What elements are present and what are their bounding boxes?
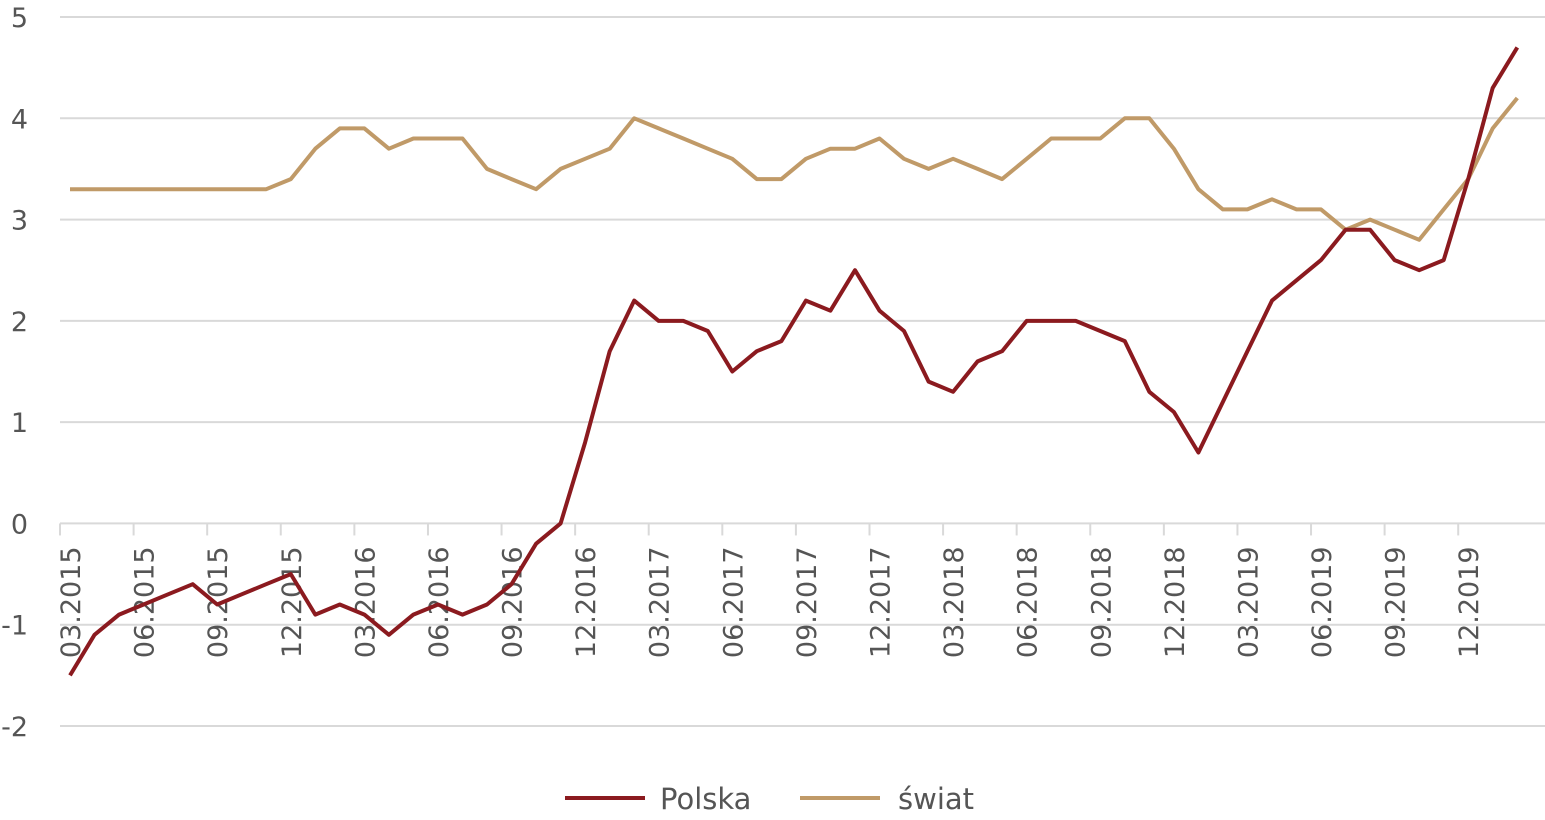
- x-tick-label: 03.2019: [1233, 546, 1264, 658]
- x-tick-label: 06.2019: [1307, 546, 1338, 658]
- x-tick-label: 09.2019: [1381, 546, 1412, 658]
- x-tick-label: 03.2017: [645, 546, 676, 658]
- x-tick-label: 12.2015: [277, 546, 308, 658]
- legend-label-polska: Polska: [660, 782, 751, 816]
- y-tick-label: 0: [11, 509, 28, 540]
- gridlines: [60, 16, 1545, 727]
- x-tick-label: 12.2017: [865, 546, 896, 658]
- x-tick-label: 03.2018: [939, 546, 970, 658]
- x-tick-label: 06.2016: [424, 546, 455, 658]
- y-tick-label: 4: [11, 104, 28, 135]
- x-tick-label: 06.2018: [1013, 546, 1044, 658]
- y-tick-label: 5: [11, 3, 28, 34]
- y-tick-label: 2: [11, 307, 28, 338]
- x-axis-ticks: 03.2015 06.2015 09.2015 12.2015 03.2016 06.20…: [56, 523, 1485, 658]
- y-tick-label: -1: [1, 611, 28, 642]
- y-tick-label: 1: [11, 408, 28, 439]
- x-tick-label: 09.2018: [1086, 546, 1117, 658]
- legend: Polska świat: [565, 782, 974, 816]
- y-tick-label: 3: [11, 206, 28, 237]
- x-tick-label: 12.2019: [1454, 546, 1485, 658]
- x-tick-label: 12.2018: [1160, 546, 1191, 658]
- x-tick-label: 03.2015: [56, 546, 87, 658]
- series-line-swiat: [70, 96, 1519, 242]
- series-lines: [68, 46, 1520, 677]
- legend-label-swiat: świat: [898, 782, 974, 816]
- x-tick-label: 06.2017: [718, 546, 749, 658]
- y-axis-ticks: -2 -1 0 1 2 3 4 5: [1, 3, 28, 743]
- x-tick-label: 03.2016: [350, 546, 381, 658]
- x-tick-label: 09.2017: [792, 546, 823, 658]
- series-line-polska: [68, 46, 1520, 677]
- y-tick-label: -2: [1, 712, 28, 743]
- x-tick-label: 12.2016: [571, 546, 602, 658]
